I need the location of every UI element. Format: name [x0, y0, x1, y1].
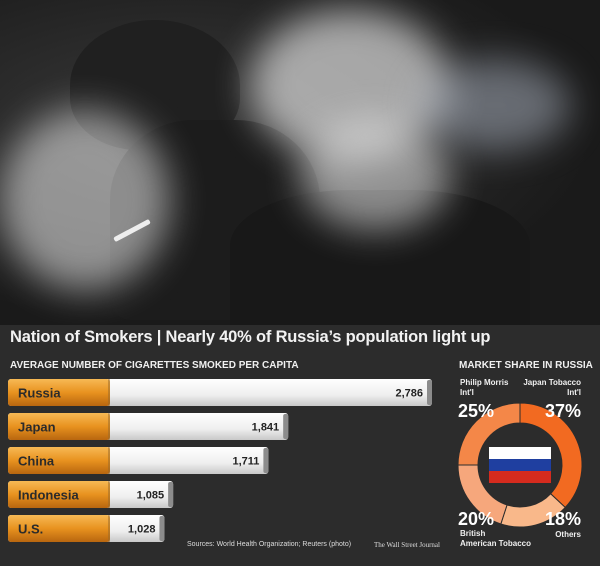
country-label: Japan — [18, 420, 56, 435]
cigarette-filter — [8, 515, 110, 542]
cigarette-ash-tip — [283, 414, 289, 439]
value-label: 1,711 — [232, 456, 259, 468]
cigarette-filter — [8, 481, 110, 508]
cigarette-ash-tip — [168, 482, 174, 507]
cigarette-filter — [8, 413, 110, 440]
value-label: 1,841 — [252, 422, 280, 434]
headline: Nation of Smokers | Nearly 40% of Russia… — [10, 328, 491, 346]
cigarette-ash-tip — [427, 380, 432, 405]
cigarette-ash-tip — [159, 516, 165, 541]
bar-chart-title: AVERAGE NUMBER OF CIGARETTES SMOKED PER … — [10, 360, 299, 371]
slice-name-label: Others — [555, 530, 581, 539]
country-label: Indonesia — [18, 488, 79, 503]
filter-seam — [108, 447, 110, 474]
smoker-photo — [0, 0, 600, 325]
sources-note: Sources: World Health Organization; Reut… — [187, 541, 352, 548]
value-label: 2,786 — [395, 388, 423, 400]
smoke-cloud-right — [420, 60, 570, 150]
slice-name-label: British American Tobacco — [460, 529, 531, 548]
slice-value-label: 20% — [458, 509, 494, 529]
pie-chart-title: MARKET SHARE IN RUSSIA — [459, 360, 593, 371]
country-label: Russia — [18, 386, 61, 401]
cigarette-filter — [8, 447, 110, 474]
country-label: China — [18, 454, 55, 469]
cigarette-bar-chart: Russia 2,786 Japan 1,841 China 1,711 Indonesia… — [8, 379, 432, 542]
flag-stripe-white — [489, 447, 551, 459]
cigarette-ash-tip — [263, 448, 269, 473]
cigarette-bar — [8, 379, 432, 406]
filter-seam — [108, 413, 110, 440]
smoke-cloud-left — [0, 110, 170, 290]
donut-slice — [457, 402, 521, 466]
value-label: 1,085 — [137, 490, 165, 502]
market-share-donut: Philip Morris Int'l 25% Japan Tobacco Int'l 3… — [457, 378, 583, 548]
filter-seam — [108, 515, 110, 542]
slice-value-label: 18% — [545, 509, 581, 529]
country-label: U.S. — [18, 522, 43, 537]
slice-value-label: 25% — [458, 401, 494, 421]
filter-seam — [108, 379, 110, 406]
filter-seam — [108, 481, 110, 508]
value-label: 1,028 — [128, 524, 156, 536]
credit-note: The Wall Street Journal — [374, 541, 440, 549]
flag-stripe-red — [489, 471, 551, 483]
smoke-cloud-middle — [300, 120, 450, 230]
slice-name-label: Philip Morris Int'l — [460, 378, 509, 397]
cigarette-filter — [8, 379, 110, 406]
slice-value-label: 37% — [545, 401, 581, 421]
slice-name-label: Japan Tobacco Int'l — [523, 378, 581, 397]
flag-stripe-blue — [489, 459, 551, 471]
